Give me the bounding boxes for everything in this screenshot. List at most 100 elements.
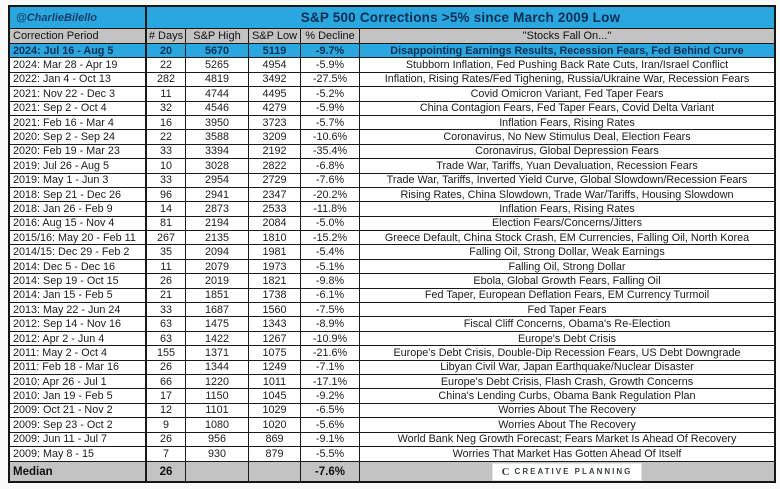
table-row: 2009: Jun 11 - Jul 7 26 956 869 -9.1% World B… (10, 432, 774, 447)
table-row: 2009: Oct 21 - Nov 2 12 1101 1029 -6.5% Worri… (10, 403, 774, 419)
reason-cell: Covid Omicron Variant, Fed Taper Fears (470, 87, 664, 100)
decline-cell: -8.9% (301, 317, 360, 331)
days-cell: 26 (147, 360, 186, 374)
period-cell: 2011: Feb 18 - Mar 16 (10, 360, 147, 374)
creative-planning-c-icon: C (501, 465, 510, 478)
days-cell: 267 (147, 231, 186, 245)
table-row: 2021: Nov 22 - Dec 3 11 4744 4495 -5.2% Covid… (10, 87, 774, 102)
decline-cell: -7.6% (301, 173, 360, 187)
low-cell: 4279 (249, 101, 301, 115)
reason-cell: Fed Taper Fears (527, 303, 607, 316)
days-cell: 26 (147, 432, 186, 446)
table-row: 2016: Aug 15 - Nov 4 81 2194 2084 -5.0% Elect… (10, 216, 774, 232)
period-cell: 2018: Jan 26 - Feb 9 (10, 202, 147, 216)
table-row: 2024: Mar 28 - Apr 19 22 5265 4954 -5.9% Stub… (10, 58, 774, 73)
period-cell: 2011: May 2 - Oct 4 (10, 346, 147, 360)
decline-cell: -5.9% (301, 101, 360, 115)
column-header-low: S&P Low (249, 29, 301, 43)
table-row: 2019: Jul 26 - Aug 5 10 3028 2822 -6.8% Trade… (10, 159, 774, 174)
days-cell: 96 (147, 187, 186, 202)
days-cell: 9 (147, 418, 186, 432)
table-row: 2021: Feb 16 - Mar 4 16 3950 3723 -5.7% Infla… (10, 115, 774, 131)
decline-cell: -15.2% (301, 231, 360, 245)
low-cell: 2347 (249, 187, 301, 202)
high-cell: 1371 (186, 346, 249, 360)
low-cell: 4954 (249, 58, 301, 72)
reason-cell: Libyan Civil War, Japan Earthquake/Nucle… (440, 361, 694, 374)
high-cell: 2079 (186, 259, 249, 274)
decline-cell: -7.1% (301, 360, 360, 374)
decline-cell: -9.7% (301, 44, 360, 58)
high-cell: 3394 (186, 144, 249, 159)
low-cell: 1738 (249, 288, 301, 303)
column-header-row: Correction Period # Days S&P High S&P Lo… (10, 29, 774, 44)
table-row: 2020: Sep 2 - Sep 24 22 3588 3209 -10.6% Coro… (10, 130, 774, 145)
low-cell: 1343 (249, 317, 301, 331)
table-row: 2011: May 2 - Oct 4 155 1371 1075 -21.6% Euro… (10, 346, 774, 361)
reason-cell: Trade War, Tariffs, Inverted Yield Curve… (386, 174, 748, 187)
low-cell: 1981 (249, 245, 301, 259)
decline-cell: -11.8% (301, 202, 360, 216)
decline-cell: -7.5% (301, 303, 360, 317)
decline-cell: -9.1% (301, 432, 360, 446)
days-cell: 11 (147, 259, 186, 274)
table-row: 2012: Sep 14 - Nov 16 63 1475 1343 -8.9% Fisc… (10, 317, 774, 332)
low-cell: 1011 (249, 374, 301, 389)
period-cell: 2014: Dec 5 - Dec 16 (10, 259, 147, 274)
period-cell: 2013: May 22 - Jun 24 (10, 303, 147, 317)
decline-cell: -5.1% (301, 259, 360, 274)
period-cell: 2021: Sep 2 - Oct 4 (10, 101, 147, 115)
decline-cell: -10.9% (301, 331, 360, 346)
table-row: 2009: May 8 - 15 7 930 879 -5.5% Worries That… (10, 446, 774, 462)
low-cell: 5119 (249, 44, 301, 58)
decline-cell: -5.2% (301, 87, 360, 101)
high-cell: 3028 (186, 159, 249, 173)
decline-cell: -35.4% (301, 144, 360, 159)
period-cell: 2016: Aug 15 - Nov 4 (10, 216, 147, 231)
days-cell: 81 (147, 216, 186, 231)
reason-cell: Coronavirus, Global Depression Fears (475, 145, 659, 158)
reason-cell: Falling Oil, Strong Dollar, Weak Earning… (469, 246, 665, 259)
low-cell: 1973 (249, 259, 301, 274)
period-cell: 2024: Mar 28 - Apr 19 (10, 58, 147, 72)
days-cell: 32 (147, 101, 186, 115)
period-cell: 2021: Nov 22 - Dec 3 (10, 87, 147, 101)
low-cell: 2822 (249, 159, 301, 173)
period-cell: 2014/15: Dec 29 - Feb 2 (10, 245, 147, 259)
days-cell: 14 (147, 202, 186, 216)
high-cell: 2019 (186, 274, 249, 288)
period-cell: 2009: May 8 - 15 (10, 446, 147, 462)
table-row: 2018: Sep 21 - Dec 26 96 2941 2347 -20.2% Ris… (10, 187, 774, 203)
high-cell: 2941 (186, 187, 249, 202)
days-cell: 20 (147, 44, 186, 58)
table-row: 2014/15: Dec 29 - Feb 2 35 2094 1981 -5.4% Fa… (10, 245, 774, 260)
period-cell: 2009: Sep 23 - Oct 2 (10, 418, 147, 432)
high-cell: 5265 (186, 58, 249, 72)
high-cell: 1851 (186, 288, 249, 303)
table-row: 2020: Feb 19 - Mar 23 33 3394 2192 -35.4% Cor… (10, 144, 774, 160)
days-cell: 10 (147, 159, 186, 173)
reason-cell: Inflation Fears, Rising Rates (499, 202, 635, 215)
column-header-high: S&P High (186, 29, 249, 43)
high-cell: 2873 (186, 202, 249, 216)
reason-cell: Worries That Market Has Gotten Ahead Of … (452, 448, 682, 461)
decline-cell: -6.8% (301, 159, 360, 173)
decline-cell: -9.8% (301, 274, 360, 288)
column-header-decline: % Decline (301, 29, 360, 43)
high-cell: 1687 (186, 303, 249, 317)
high-cell: 1344 (186, 360, 249, 374)
decline-cell: -5.6% (301, 418, 360, 432)
table-row: 2019: May 1 - Jun 3 33 2954 2729 -7.6% Trade … (10, 173, 774, 188)
low-cell: 879 (249, 446, 301, 462)
decline-cell: -5.7% (301, 115, 360, 130)
period-cell: 2010: Apr 26 - Jul 1 (10, 374, 147, 389)
low-cell: 1560 (249, 303, 301, 317)
reason-cell: Europe's Debt Crisis, Flash Crash, Growt… (440, 375, 694, 388)
days-cell: 21 (147, 288, 186, 303)
decline-cell: -21.6% (301, 346, 360, 360)
low-cell: 869 (249, 432, 301, 446)
table-row: 2014: Sep 19 - Oct 15 26 2019 1821 -9.8% Ebol… (10, 274, 774, 289)
median-high-cell (186, 462, 249, 482)
high-cell: 1101 (186, 403, 249, 418)
high-cell: 1150 (186, 389, 249, 403)
